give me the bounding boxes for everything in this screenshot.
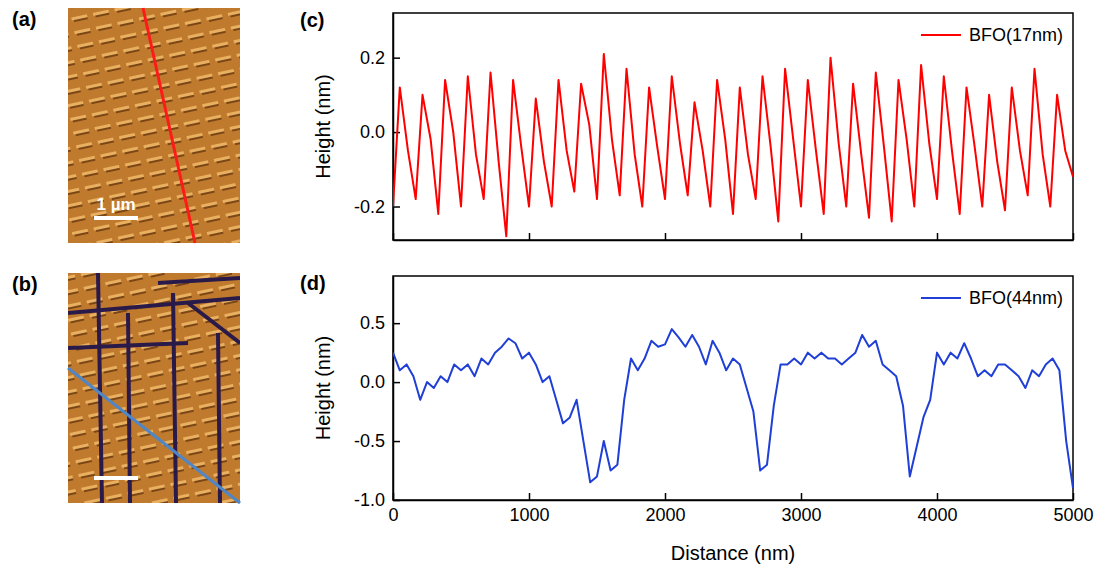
x-tick-mark — [529, 493, 531, 500]
y-tick-label: 0.0 — [360, 372, 385, 392]
plot-frame — [393, 13, 1073, 240]
profile-line — [143, 8, 195, 243]
plot-frame — [393, 276, 1073, 500]
domain-wall — [188, 303, 240, 343]
chart: -0.2 0.0 0.2 Height (nm) (c) BFO(17nm) — [300, 9, 1074, 241]
x-tick: 1000 — [509, 493, 549, 525]
x-axis-title: Distance (nm) — [671, 542, 795, 564]
domain-wall — [173, 293, 176, 503]
x-tick: 3000 — [781, 493, 821, 525]
y-tick-mark — [393, 500, 400, 502]
x-axis — [394, 233, 1074, 241]
domain-wall — [68, 343, 188, 348]
y-tick: 0.5 — [360, 313, 400, 333]
y-tick-label: 0.0 — [360, 122, 385, 142]
y-axis-title: Height (nm) — [312, 74, 334, 178]
scale-bar-label: 1 µm — [96, 195, 135, 214]
legend-swatch — [921, 34, 961, 36]
y-tick-label: -0.5 — [354, 431, 385, 451]
x-tick-mark — [937, 493, 939, 500]
y-axis-line — [393, 277, 395, 501]
legend-swatch — [921, 297, 961, 299]
y-tick-mark — [393, 382, 400, 384]
x-tick-mark — [1073, 493, 1075, 500]
domain-wall — [98, 273, 102, 503]
y-tick: -1.0 — [354, 490, 400, 510]
x-tick: 5000 — [1053, 493, 1093, 525]
x-tick: 2000 — [645, 493, 685, 525]
x-tick — [937, 233, 938, 240]
afm-image-panel — [68, 273, 240, 503]
y-tick: 0.0 — [360, 122, 400, 142]
x-tick-mark — [665, 233, 667, 240]
y-tick: 0.0 — [360, 372, 400, 392]
x-tick-mark — [665, 493, 667, 500]
afm-image — [68, 8, 240, 243]
x-tick — [1073, 233, 1074, 240]
x-tick-label: 3000 — [781, 505, 821, 525]
series-line — [393, 54, 1073, 236]
x-tick-label: 4000 — [917, 505, 957, 525]
x-tick-mark — [529, 233, 531, 240]
y-tick: 0.2 — [360, 48, 400, 68]
x-tick: 4000 — [917, 493, 957, 525]
profile-line — [68, 368, 240, 503]
x-axis: 0 1000 2000 3000 4000 5000 — [388, 493, 1093, 525]
y-tick-mark — [393, 57, 400, 59]
domain-walls — [68, 273, 240, 503]
scale-bar — [94, 216, 138, 220]
panel-label: (d) — [300, 272, 326, 294]
x-tick-mark — [801, 233, 803, 240]
legend-label: BFO(17nm) — [969, 25, 1063, 45]
x-tick — [529, 233, 530, 240]
legend: BFO(17nm) — [921, 25, 1063, 45]
y-tick-mark — [393, 206, 400, 208]
panel-label: (b) — [12, 273, 38, 295]
y-tick-mark — [393, 323, 400, 325]
y-axis: -1.0 -0.5 0.0 0.5 — [354, 277, 400, 511]
domain-wall — [68, 298, 240, 313]
chart: 0 1000 2000 3000 4000 5000 -1.0 -0.5 0.0 0.5 Heigh… — [300, 272, 1094, 564]
x-tick-mark — [801, 493, 803, 500]
x-axis-line — [394, 240, 1074, 242]
y-tick-label: -1.0 — [354, 490, 385, 510]
data-layer — [393, 329, 1073, 488]
domain-wall — [218, 333, 220, 503]
y-axis-title: Height (nm) — [312, 336, 334, 440]
x-axis-line — [394, 500, 1074, 502]
x-tick-label: 5000 — [1053, 505, 1093, 525]
x-tick-mark — [1073, 233, 1075, 240]
afm-image — [68, 273, 240, 503]
domain-wall — [128, 313, 130, 503]
legend-label: BFO(44nm) — [969, 288, 1063, 308]
x-tick — [665, 233, 666, 240]
y-tick-label: -0.2 — [354, 197, 385, 217]
series-line — [393, 329, 1073, 488]
y-tick: -0.5 — [354, 431, 400, 451]
data-layer — [393, 54, 1073, 236]
y-tick-label: 0.2 — [360, 48, 385, 68]
y-tick-label: 0.5 — [360, 313, 385, 333]
panel-label: (c) — [300, 9, 324, 31]
x-tick-mark — [937, 233, 939, 240]
panel-label: (a) — [12, 8, 36, 30]
x-tick-label: 1000 — [509, 505, 549, 525]
y-tick-mark — [393, 441, 400, 443]
afm-image-panel: 1 µm — [68, 8, 240, 243]
scale-bar — [94, 476, 138, 480]
x-tick-label: 0 — [388, 505, 398, 525]
legend: BFO(44nm) — [921, 288, 1063, 308]
domain-wall — [158, 278, 240, 283]
x-tick-label: 2000 — [645, 505, 685, 525]
x-tick — [801, 233, 802, 240]
figure: 1 µm (a) (b) -0.2 0.0 0.2 Height (nm) (c) BFO(17… — [0, 0, 1109, 583]
